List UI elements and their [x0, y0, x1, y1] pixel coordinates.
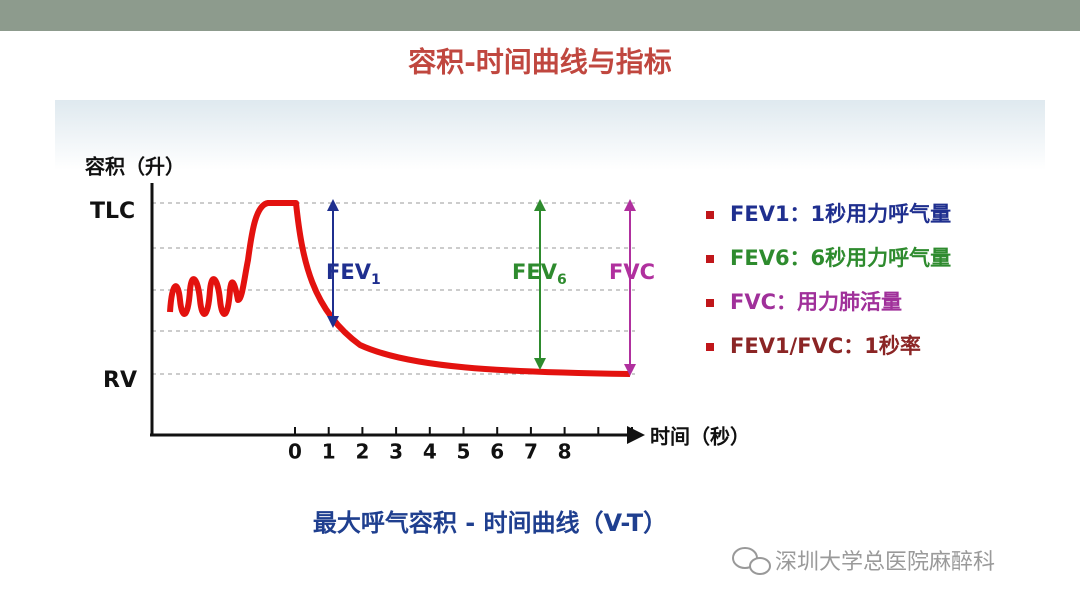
legend-text: FEV1/FVC：1秒率 — [730, 334, 921, 358]
grid — [152, 202, 635, 375]
caption: 最大呼气容积 - 时间曲线（V-T） — [313, 509, 667, 537]
legend-text: FEV1：1秒用力呼气量 — [730, 202, 951, 226]
legend-text: FVC：用力肺活量 — [730, 290, 902, 314]
legend-bullet — [706, 211, 714, 219]
arrow-label-sub: 6 — [557, 272, 567, 288]
x-tick-label: 5 — [457, 440, 471, 464]
wechat-icon — [749, 557, 771, 575]
arrow-label: FEV1 — [326, 260, 381, 288]
sky-backdrop — [55, 100, 1045, 170]
legend-bullet — [706, 343, 714, 351]
watermark: 深圳大学总医院麻醉科 — [732, 547, 995, 575]
level-label: TLC — [90, 199, 135, 224]
x-tick-label: 7 — [524, 440, 538, 464]
legend-text: FEV6：6秒用力呼气量 — [730, 246, 951, 270]
x-tick-label: 1 — [322, 440, 336, 464]
arrow-label-sub: 1 — [371, 272, 381, 288]
arrow-label-text: FVC — [609, 260, 655, 284]
x-tick-label: 3 — [389, 440, 403, 464]
x-tick-label: 2 — [355, 440, 369, 464]
arrow-label-text: FEV — [512, 260, 558, 284]
x-tick-label: 0 — [288, 440, 302, 464]
x-tick-label: 6 — [490, 440, 504, 464]
legend: FEV1：1秒用力呼气量 FEV6：6秒用力呼气量 FVC：用力肺活量 FEV1/FV… — [706, 202, 951, 358]
legend-bullet — [706, 255, 714, 263]
x-tick-label: 8 — [558, 440, 572, 464]
x-axis-label: 时间（秒） — [650, 425, 750, 449]
y-axis-label: 容积（升） — [85, 155, 185, 179]
top-band — [0, 0, 1080, 31]
x-tick-label: 4 — [423, 440, 437, 464]
arrow-label: FVC — [609, 260, 655, 284]
slide-title: 容积-时间曲线与指标 — [408, 46, 672, 79]
volume-curve — [167, 200, 631, 377]
watermark-text: 深圳大学总医院麻醉科 — [775, 550, 995, 575]
level-label: RV — [103, 368, 137, 393]
legend-bullet — [706, 299, 714, 307]
arrow-label-text: FEV — [326, 260, 372, 284]
arrow-label: FEV6 — [512, 260, 567, 288]
